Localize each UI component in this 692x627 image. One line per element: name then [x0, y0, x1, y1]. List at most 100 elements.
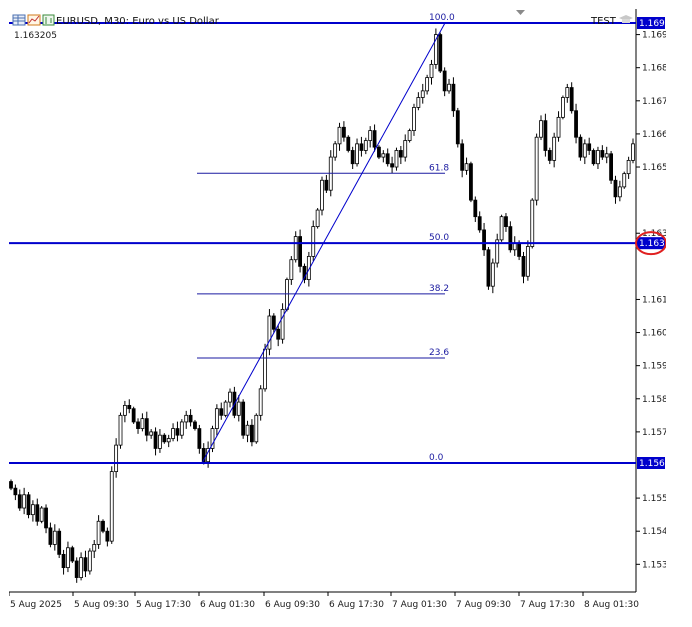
candle-body — [96, 520, 101, 545]
candle-body — [460, 143, 465, 171]
candle-body — [228, 391, 232, 403]
account-mode-label: TEST — [590, 16, 617, 27]
candle-body — [105, 530, 110, 542]
candle-body — [79, 557, 83, 578]
candle-body — [477, 216, 482, 231]
candle-body — [429, 63, 434, 79]
plot-area[interactable] — [9, 9, 636, 592]
candle-body — [626, 159, 631, 175]
candle-body — [473, 199, 478, 218]
candle-body — [547, 150, 552, 161]
candle-body — [83, 557, 88, 572]
candle-body — [482, 229, 486, 251]
candle-body — [504, 216, 508, 228]
candle-body — [276, 328, 281, 340]
fibonacci-trendline[interactable] — [201, 22, 446, 464]
candle-body — [263, 348, 267, 390]
grid-icon[interactable] — [12, 14, 26, 26]
price-axis-tags: 1.16985 1.16320 1.15656 — [637, 17, 666, 469]
candle-body — [153, 431, 158, 449]
candle-body — [13, 487, 18, 496]
candle-body — [140, 418, 145, 429]
price-chart[interactable]: 100.061.850.038.223.60.0 1.169501.168501… — [9, 9, 666, 612]
candle-body — [530, 199, 535, 247]
price-tick-label: 1.16050 — [642, 329, 666, 339]
candle-body — [280, 308, 285, 340]
candle-body — [324, 179, 329, 191]
candle-body — [87, 550, 92, 572]
candle-body — [464, 163, 469, 171]
candle-body — [184, 414, 189, 423]
fib-level-label: 100.0 — [429, 13, 455, 23]
candle-body — [188, 414, 193, 423]
fib-level-label: 38.2 — [429, 284, 449, 294]
price-tick-label: 1.16550 — [642, 163, 666, 173]
price-tick-label: 1.16850 — [642, 64, 666, 74]
candle-body — [61, 553, 66, 569]
candle-body — [591, 150, 596, 165]
candle-body — [122, 404, 127, 416]
dropdown-triangle-icon[interactable] — [516, 10, 525, 15]
candle-body — [438, 34, 443, 72]
candle-body — [390, 163, 394, 168]
candle-body — [271, 315, 276, 330]
chart-icon[interactable] — [27, 14, 41, 26]
candle-body — [346, 136, 351, 151]
candle-body — [26, 494, 31, 516]
price-tick-label: 1.15350 — [642, 560, 666, 570]
horizontal-lines[interactable] — [9, 22, 636, 464]
time-tick-label: 6 Aug 01:30 — [200, 600, 255, 610]
time-tick-label: 5 Aug 09:30 — [74, 600, 129, 610]
candle-body — [372, 130, 377, 148]
candle-body — [131, 408, 136, 423]
candle-body — [600, 150, 605, 158]
candle-body — [109, 471, 114, 542]
candle-body — [17, 494, 22, 509]
candle-body — [407, 130, 412, 141]
price-tag-label: 1.16320 — [639, 239, 666, 249]
fibonacci-levels[interactable]: 100.0 61.8 50.0 38.2 23.6 0.0 — [197, 13, 455, 463]
candle-body — [565, 87, 570, 98]
candle-body — [214, 408, 219, 429]
candle-body — [166, 438, 171, 443]
time-tick-label: 6 Aug 17:30 — [329, 600, 384, 610]
candle-body — [101, 520, 105, 532]
candle-body — [57, 530, 62, 555]
candle-body — [285, 279, 289, 310]
candle-body — [451, 83, 456, 112]
chart-title: EURUSD, M30: Euro vs US Dollar — [56, 16, 220, 27]
candle-body — [398, 150, 403, 158]
candle-body — [622, 173, 627, 188]
chart-header: EURUSD, M30: Euro vs US Dollar 1.163205 … — [12, 10, 633, 41]
candle-body — [613, 179, 618, 198]
candle-body — [267, 315, 272, 350]
candle-body — [342, 126, 346, 138]
candle-body — [219, 408, 224, 416]
time-axis: 5 Aug 2025 5 Aug 09:30 5 Aug 17:30 6 Aug 01… — [9, 592, 639, 610]
candle-body — [552, 136, 557, 161]
candle-body — [442, 70, 447, 92]
candle-body — [39, 507, 44, 522]
candle-body — [534, 136, 539, 201]
price-tag-label: 1.16985 — [639, 19, 666, 29]
candle-body — [127, 404, 132, 410]
price-tag — [637, 237, 665, 250]
chart-window[interactable]: 100.061.850.038.223.60.0 1.169501.168501… — [9, 9, 666, 612]
candle-body — [381, 153, 386, 158]
candle-body — [578, 136, 583, 158]
candle-body — [368, 130, 373, 141]
price-tick-label: 1.15950 — [642, 362, 666, 372]
candle-body — [175, 428, 180, 436]
price-tick-label: 1.16150 — [642, 295, 666, 305]
candle-body — [258, 388, 263, 416]
candle-body — [420, 90, 425, 98]
price-tag — [637, 17, 665, 29]
candle-body — [596, 150, 600, 165]
candle-body — [455, 110, 460, 145]
candle-body — [162, 434, 167, 443]
candle-body — [355, 143, 359, 165]
candle-body — [631, 143, 635, 161]
candle-body — [31, 504, 35, 516]
chart-icon[interactable] — [42, 14, 55, 26]
candle-body — [302, 265, 307, 280]
